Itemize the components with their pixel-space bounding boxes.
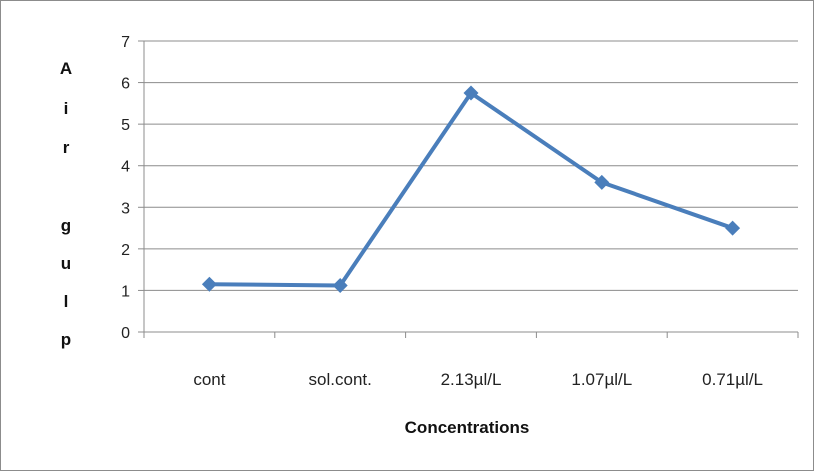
y-tick-labels: 0 1 2 3 4 5 6 7 [121,34,130,342]
y-axis-label-glyph: l [64,292,69,311]
data-point-marker [594,174,610,190]
y-tick-label: 2 [121,242,130,259]
x-tick-label: 2.13µl/L [441,370,502,389]
data-point-marker [725,220,741,236]
data-point-marker [201,276,217,292]
series-line [207,90,735,288]
y-tick-label: 3 [121,200,130,217]
x-tick-label: cont [193,370,225,389]
y-tick-label: 7 [121,34,130,51]
y-tick-label: 0 [121,325,130,342]
x-axis-label: Concentrations [405,418,530,437]
y-axis-label-glyph: p [61,330,71,349]
y-axis-label-glyph: r [63,138,70,157]
x-tick-label: 1.07µl/L [571,370,632,389]
y-axis-label-glyph: A [60,59,72,78]
x-tick-label: 0.71µl/L [702,370,763,389]
y-tick-label: 1 [121,283,130,300]
axes [138,40,799,338]
data-point-marker [332,277,348,293]
gridlines [144,40,798,291]
data-point-marker [463,85,479,101]
series-1 [201,85,741,293]
y-tick-label: 5 [121,117,130,134]
y-tick-label: 6 [121,76,130,93]
y-axis-label-glyph: i [64,99,69,118]
x-tick-labels: cont sol.cont. 2.13µl/L 1.07µl/L 0.71µl/L [193,370,763,389]
x-tick-label: sol.cont. [309,370,372,389]
y-tick-label: 4 [121,159,130,176]
y-axis-label-glyph: u [61,254,71,273]
y-axis-label-glyph: g [61,216,71,235]
